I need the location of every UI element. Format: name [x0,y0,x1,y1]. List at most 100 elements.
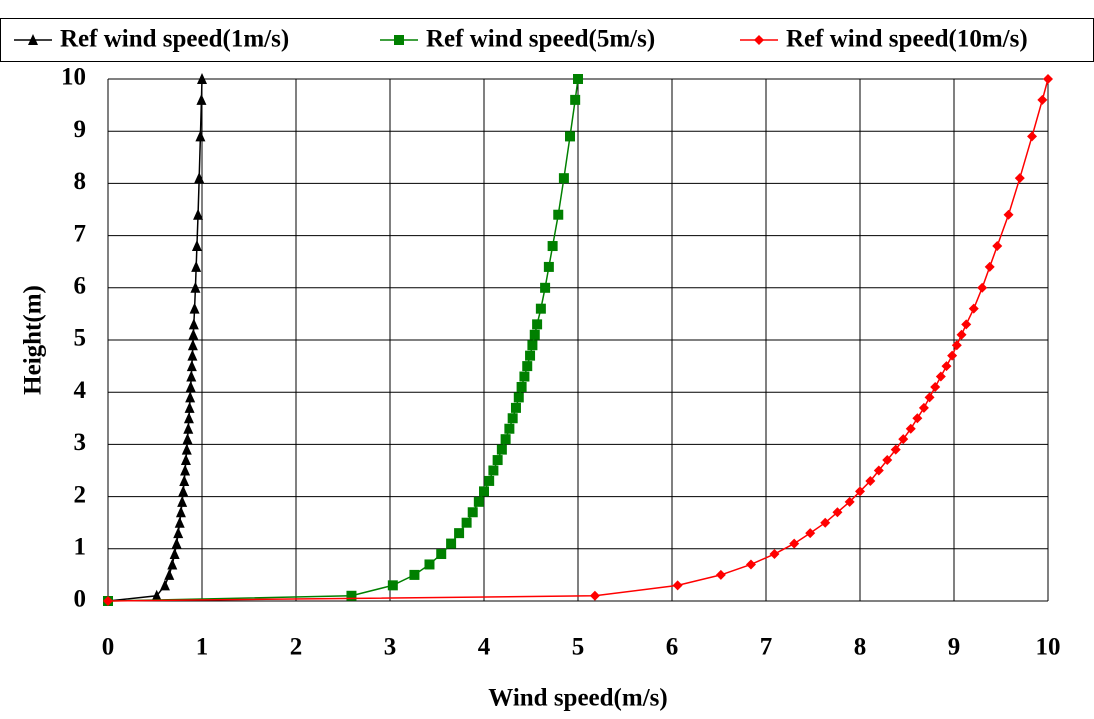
marker [196,93,207,105]
marker [473,496,484,507]
legend-label: Ref wind speed(1m/s) [60,26,289,53]
marker [467,507,478,518]
y-tick-label: 8 [74,168,87,195]
marker [947,350,958,361]
marker [968,303,979,314]
y-tick-label: 0 [74,586,87,613]
marker [898,434,909,445]
marker [446,538,457,549]
marker [178,485,189,497]
marker [977,282,988,293]
x-tick-label: 7 [760,634,773,661]
marker [28,34,38,45]
marker [918,402,929,413]
y-tick-label: 3 [74,429,87,456]
marker [174,516,185,528]
marker [185,391,196,403]
marker [461,517,472,528]
marker [769,549,780,560]
marker [890,444,901,455]
marker [912,413,923,424]
marker [570,94,581,105]
marker [183,412,194,424]
marker [180,464,191,476]
marker [197,73,207,84]
marker [672,580,683,591]
marker [504,423,515,434]
marker [190,281,201,293]
x-tick-label: 1 [196,634,209,661]
marker [525,350,536,361]
marker [984,261,995,272]
marker [522,361,533,372]
marker [553,209,564,220]
marker [186,360,197,372]
marker [187,349,198,361]
marker [873,465,884,476]
marker [500,434,511,445]
y-tick-label: 5 [74,325,87,352]
legend-box [0,18,1094,62]
marker [189,302,200,314]
marker [183,422,194,434]
marker [103,596,113,606]
marker [573,74,583,84]
x-tick-label: 6 [666,634,679,661]
y-tick-label: 6 [74,273,87,300]
marker [882,455,893,466]
marker [1027,131,1038,142]
marker [558,173,569,184]
marker [529,329,540,340]
x-tick-label: 5 [572,634,585,661]
marker [1043,74,1053,84]
marker [805,528,816,539]
marker [519,371,530,382]
marker [855,486,865,497]
marker [1014,173,1025,184]
marker [346,590,357,601]
legend-label: Ref wind speed(10m/s) [786,26,1028,53]
marker [479,486,489,497]
marker [159,579,170,591]
marker [424,559,435,570]
marker [188,328,199,340]
marker [930,381,941,392]
marker [820,517,831,528]
marker [832,507,843,518]
legend-label: Ref wind speed(5m/s) [426,26,655,53]
marker [181,443,192,455]
x-axis-title: Wind speed(m/s) [488,685,667,712]
marker [180,454,191,466]
marker [1003,209,1014,220]
marker [992,241,1003,252]
y-tick-label: 2 [74,481,87,508]
marker [454,528,465,539]
marker [195,130,206,142]
marker [175,506,186,518]
marker [394,35,404,45]
marker [935,371,946,382]
marker [387,580,398,591]
y-axis-title: Height(m) [20,285,47,395]
marker [510,402,521,413]
marker [527,340,538,351]
marker [715,569,726,580]
marker [167,558,178,570]
marker [565,131,576,142]
marker [164,568,175,580]
marker [409,569,420,580]
marker [844,496,855,507]
y-tick-label: 4 [74,377,87,404]
marker [905,423,916,434]
marker [187,339,198,351]
marker [194,172,205,184]
marker [182,433,193,445]
marker [177,495,188,507]
marker [484,475,495,486]
marker [547,241,558,252]
marker [535,303,546,314]
marker [191,260,202,272]
marker [188,318,199,330]
